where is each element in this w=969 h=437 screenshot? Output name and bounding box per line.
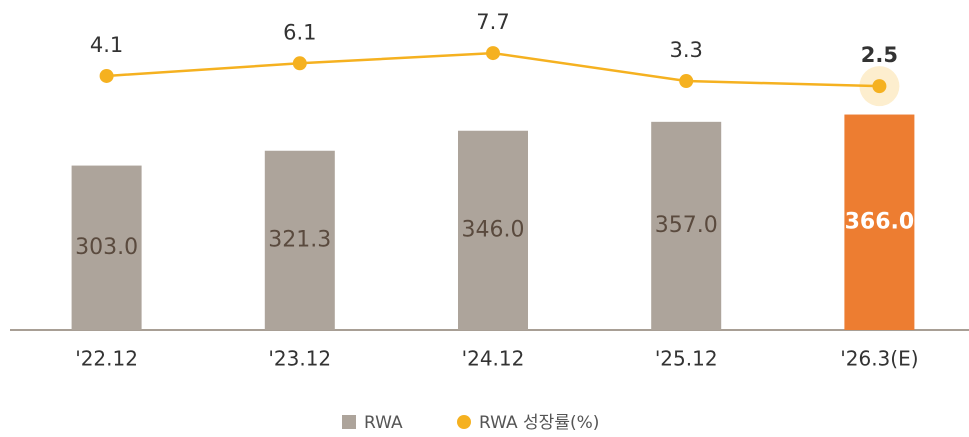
bar-value-label: 303.0 [75, 235, 138, 260]
bar-value-label: 357.0 [655, 213, 718, 238]
line-value-label: 2.5 [861, 43, 898, 67]
bar [264, 150, 335, 330]
legend-swatch [342, 415, 356, 429]
x-tick-label: '23.12 [268, 347, 331, 371]
x-tick-label: '24.12 [462, 347, 525, 371]
line-value-label: 4.1 [90, 33, 123, 57]
x-tick-label: '26.3(E) [840, 347, 918, 371]
x-tick-label: '22.12 [75, 347, 138, 371]
line-point [99, 68, 114, 83]
line-value-label: 7.7 [476, 10, 509, 34]
bar-value-label: 321.3 [268, 227, 331, 252]
line-point [679, 74, 694, 89]
line-value-label: 6.1 [283, 20, 316, 44]
line-value-label: 3.3 [669, 38, 702, 62]
x-tick-label: '25.12 [655, 347, 718, 371]
bar [458, 130, 528, 330]
bar [71, 165, 142, 330]
bar-value-label: 366.0 [845, 209, 915, 234]
bar [844, 114, 915, 330]
line-point [292, 56, 307, 71]
bar [651, 121, 722, 330]
line-point [486, 46, 500, 61]
legend-label: RWA 성장률(%) [479, 413, 599, 433]
line-point [872, 79, 887, 94]
legend-label: RWA [364, 413, 403, 433]
bar-value-label: 346.0 [462, 217, 525, 242]
legend-swatch [457, 415, 471, 429]
